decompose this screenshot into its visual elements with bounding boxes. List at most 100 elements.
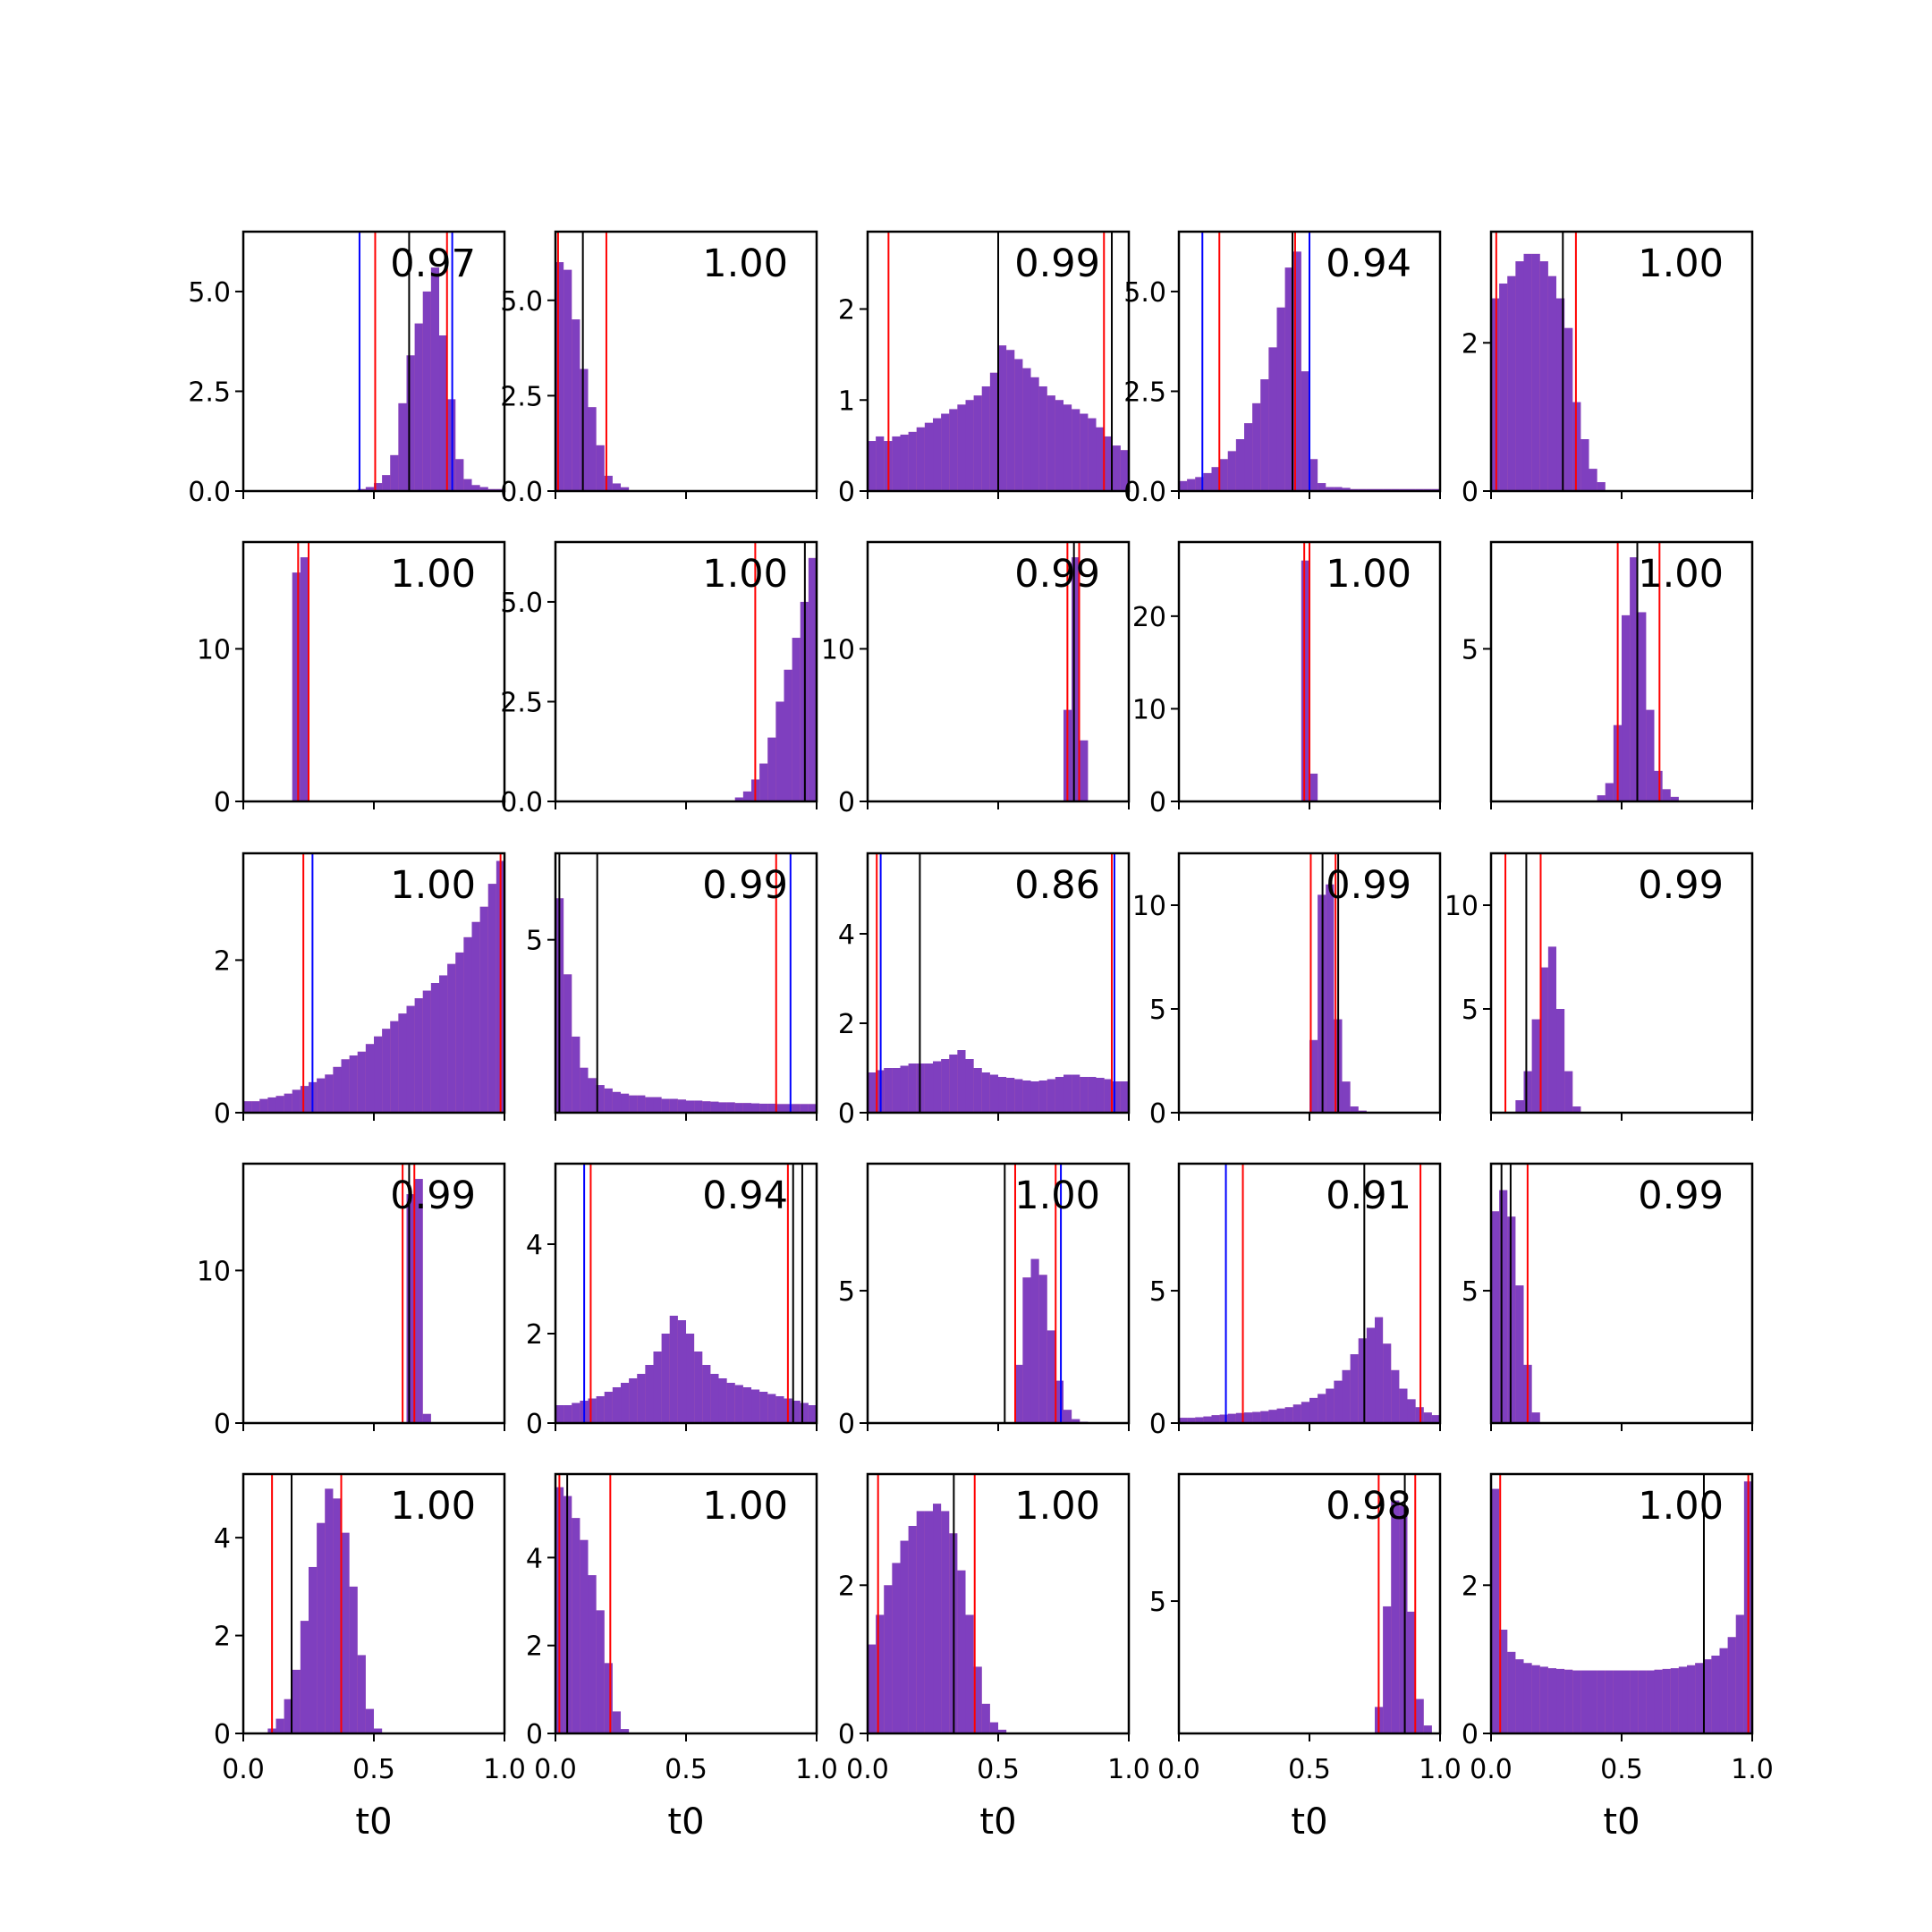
panel-value-label: 1.00	[1638, 1484, 1724, 1529]
hist-bar-blue	[621, 1729, 630, 1733]
hist-bar-blue	[1391, 1500, 1400, 1733]
hist-bar-blue	[1499, 1190, 1508, 1423]
hist-bar-blue	[430, 267, 440, 491]
hist-bar-blue	[300, 1086, 309, 1113]
hist-bar-blue	[1499, 284, 1508, 491]
y-tick-label: 10	[197, 634, 231, 665]
panel-value-label: 0.99	[1638, 1174, 1724, 1218]
hist-bar-blue	[900, 1065, 909, 1113]
hist-bar-blue	[1072, 1419, 1080, 1423]
hist-bar-blue	[1244, 423, 1253, 491]
hist-bar-blue	[1613, 1670, 1623, 1733]
hist-bar-blue	[1342, 1369, 1351, 1423]
hist-bar-blue	[1055, 1077, 1064, 1113]
hist-bar-blue	[1711, 1656, 1720, 1733]
x-tick-label: 0.5	[352, 1754, 395, 1785]
hist-bar-blue	[596, 1396, 605, 1423]
hist-bar-blue	[1046, 1079, 1055, 1113]
hist-bar-blue	[398, 1013, 407, 1113]
y-tick-label: 20	[1132, 602, 1166, 633]
hist-bar-blue	[333, 1066, 342, 1113]
hist-bar-blue	[808, 1104, 818, 1113]
hist-bar-blue	[1046, 395, 1055, 491]
hist-bar-blue	[981, 1072, 990, 1113]
panel-value-label: 1.00	[1638, 242, 1724, 286]
hist-bar-blue	[998, 1077, 1007, 1113]
hist-bar-blue	[596, 1085, 605, 1113]
hist-bar-blue	[357, 1051, 366, 1113]
hist-bar-blue	[406, 1005, 415, 1113]
hist-bar-blue	[734, 1103, 743, 1113]
hist-bar-blue	[1580, 1670, 1589, 1733]
hist-bar-blue	[892, 1563, 901, 1733]
y-tick-label: 0	[526, 1409, 543, 1440]
hist-bar-blue	[1423, 1412, 1432, 1423]
hist-bar-blue	[661, 1334, 670, 1423]
y-tick-label: 0	[214, 1098, 231, 1130]
hist-bar-blue	[325, 1074, 334, 1113]
hist-bar-blue	[1564, 327, 1573, 491]
hist-bar-blue	[800, 1402, 809, 1423]
hist-bar-blue	[365, 1708, 375, 1733]
hist-bar-blue	[621, 1093, 630, 1113]
y-tick-label: 5.0	[500, 286, 543, 318]
hist-bar-blue	[1112, 1081, 1121, 1113]
hist-bar-blue	[1695, 1663, 1704, 1733]
y-tick-label: 5	[526, 926, 543, 957]
hist-bar-blue	[1284, 267, 1293, 491]
hist-bar-blue	[1195, 1417, 1204, 1423]
panel-value-label: 1.00	[390, 552, 476, 597]
hist-bar-blue	[300, 557, 309, 801]
hist-bar-blue	[1630, 1670, 1639, 1733]
hist-bar-blue	[390, 454, 399, 491]
y-tick-label: 4	[526, 1230, 543, 1261]
y-tick-label: 0	[1462, 1719, 1479, 1750]
hist-bar-blue	[1309, 1397, 1318, 1423]
hist-bar-blue	[1572, 1670, 1581, 1733]
hist-bar-blue	[259, 1098, 268, 1113]
y-tick-label: 0	[1149, 1409, 1166, 1440]
panel-value-label: 1.00	[702, 1484, 788, 1529]
y-tick-label: 5	[838, 1276, 855, 1308]
hist-bar-blue	[588, 407, 597, 491]
hist-bar-blue	[1670, 1668, 1679, 1733]
hist-bar-blue	[973, 1666, 982, 1733]
panel-value-label: 1.00	[1014, 1484, 1100, 1529]
hist-bar-blue	[1203, 472, 1212, 491]
hist-bar-blue	[933, 1061, 942, 1113]
y-tick-label: 4	[214, 1523, 231, 1555]
y-tick-label: 5	[1462, 634, 1479, 665]
hist-bar-blue	[1276, 1408, 1285, 1423]
hist-bar-blue	[325, 1488, 334, 1733]
x-tick-label: 0.0	[846, 1754, 889, 1785]
hist-bar-blue	[1260, 379, 1269, 491]
hist-bar-blue	[759, 1103, 768, 1113]
hist-bar-blue	[1531, 1412, 1540, 1423]
hist-bar-blue	[1556, 1009, 1565, 1113]
hist-bar-blue	[333, 1498, 342, 1733]
y-tick-label: 5	[1462, 1276, 1479, 1308]
subplot-10: 51.00	[1462, 540, 1754, 809]
subplot-21: 0 2 4 0.0 0.5 1.0 t0 1.00	[214, 1472, 526, 1843]
hist-bar-blue	[243, 1101, 252, 1113]
hist-bar-blue	[580, 369, 589, 491]
subplot-22: 0 2 4 0.0 0.5 1.0 t0 1.00	[526, 1472, 838, 1843]
hist-bar-blue	[751, 1103, 760, 1113]
hist-bar-blue	[1326, 487, 1335, 491]
hist-bar-blue	[734, 1385, 743, 1423]
hist-bar-blue	[1014, 1364, 1023, 1423]
x-tick-label: 1.0	[1419, 1754, 1462, 1785]
y-tick-label: 0	[526, 1719, 543, 1750]
hist-bar-blue	[669, 1098, 678, 1113]
hist-bar-blue	[1735, 1614, 1744, 1733]
hist-bar-blue	[1292, 1404, 1301, 1423]
hist-bar-blue	[1564, 1071, 1573, 1113]
hist-bar-blue	[1547, 946, 1557, 1113]
hist-bar-blue	[981, 1703, 990, 1733]
hist-bar-blue	[1515, 1100, 1524, 1113]
subplot-6: 0 10 1.00	[197, 540, 506, 818]
hist-bar-blue	[868, 1644, 877, 1733]
hist-bar-blue	[759, 763, 768, 801]
panel-value-label: 0.99	[1326, 863, 1411, 908]
hist-bar-blue	[439, 335, 448, 491]
